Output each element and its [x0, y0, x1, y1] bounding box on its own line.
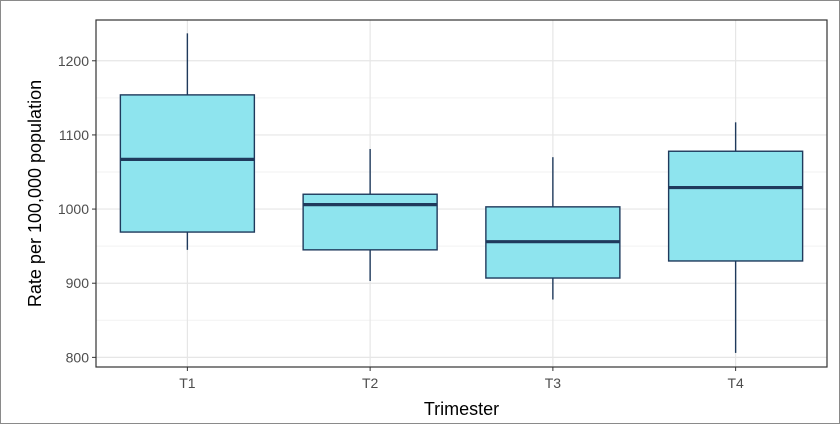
x-tick-label: T2 [362, 375, 379, 391]
box-t3 [485, 157, 621, 300]
panel-border [95, 19, 828, 368]
y-tick-label: 900 [66, 275, 90, 291]
x-tick-label: T1 [179, 375, 196, 391]
x-tick-label: T3 [545, 375, 562, 391]
box-t1 [119, 33, 256, 250]
box-series [119, 33, 804, 353]
iqr-box [302, 193, 438, 251]
iqr-box [667, 150, 804, 262]
x-tick-label: T4 [727, 375, 744, 391]
y-tick-label: 1000 [58, 201, 89, 217]
x-axis-title: Trimester [424, 399, 499, 419]
iqr-box [119, 94, 256, 233]
box-t2 [302, 149, 438, 281]
y-axis: 800 900 1000 1100 1200 [58, 53, 96, 365]
y-tick-label: 1100 [59, 127, 89, 143]
y-tick-label: 1200 [58, 53, 89, 69]
y-tick-label: 800 [66, 349, 90, 365]
box-t4 [667, 122, 804, 353]
x-axis: T1 T2 T3 T4 [179, 367, 744, 391]
y-axis-title: Rate per 100,000 population [25, 80, 45, 307]
